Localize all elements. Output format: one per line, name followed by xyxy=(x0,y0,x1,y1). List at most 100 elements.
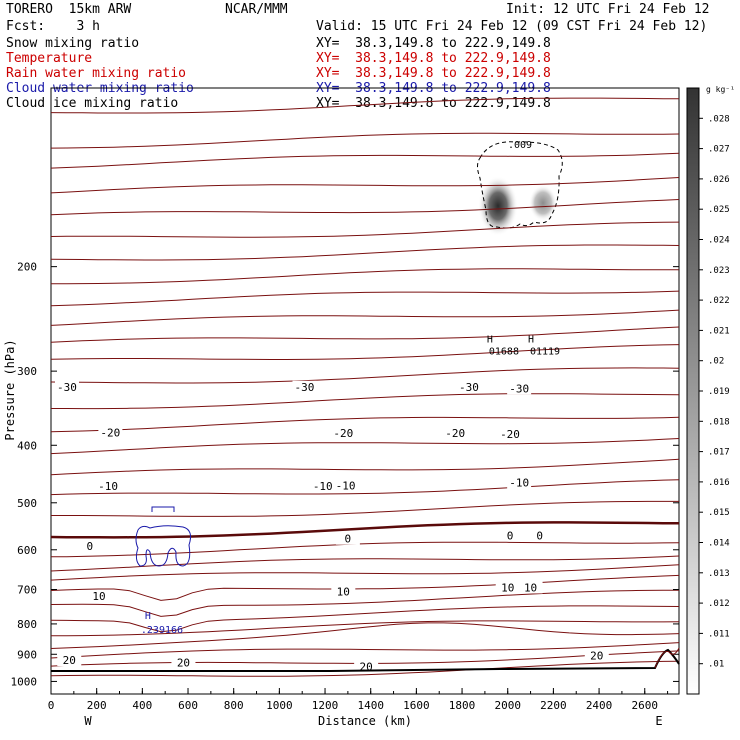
contour-label: 10 xyxy=(524,581,537,594)
cloud-water-contour xyxy=(135,506,191,567)
model-title: TORERO 15km ARW xyxy=(6,2,132,17)
contour-label: 20 xyxy=(63,654,76,667)
contour-label: -20 xyxy=(100,426,120,439)
x-tick-label: 0 xyxy=(48,699,55,712)
x-tick-label: 1400 xyxy=(357,699,384,712)
colorbar-tick-label: .025 xyxy=(708,205,730,215)
isotherm xyxy=(51,268,679,285)
colorbar-scale xyxy=(686,87,700,695)
contour-label-bg xyxy=(335,532,360,545)
isotherm xyxy=(50,605,680,633)
snow-max-value: 01119 xyxy=(530,346,560,357)
isotherm xyxy=(50,244,680,261)
contour-label-bg xyxy=(498,427,523,440)
x-tick-label: 1200 xyxy=(312,699,339,712)
x-tick-label: 2000 xyxy=(494,699,521,712)
contour-label: 20 xyxy=(590,649,603,662)
isotherm-zero xyxy=(50,521,680,539)
contour-label: 10 xyxy=(337,585,350,598)
valid-time: Valid: 15 UTC Fri 24 Feb 12 (09 CST Fri … xyxy=(316,19,708,34)
legend-cloud-water-label: Cloud water mixing ratio xyxy=(6,81,194,96)
contour-label: -20 xyxy=(500,428,520,441)
x-tick-label: 600 xyxy=(178,699,198,712)
contour-label-bg xyxy=(354,660,379,673)
isotherm xyxy=(50,541,680,558)
isotherm xyxy=(51,393,680,410)
legend-cloud-ice-xy: XY= 38.3,149.8 to 222.9,149.8 xyxy=(316,96,551,111)
x-tick-label: 1000 xyxy=(266,699,293,712)
contour-label-bg xyxy=(456,380,481,393)
y-tick-label: 200 xyxy=(17,261,37,274)
contour-label: -20 xyxy=(333,427,353,440)
terrain-profile xyxy=(51,647,680,672)
colorbar-tick-label: .016 xyxy=(708,478,730,488)
contour-label-bg xyxy=(86,590,111,603)
contour-label: 20 xyxy=(177,656,190,669)
snow-max-value: 01688 xyxy=(489,346,519,357)
isotherm xyxy=(50,309,680,326)
x-tick-label: 2600 xyxy=(631,699,658,712)
contour-label: -30 xyxy=(509,382,529,395)
temperature-contours xyxy=(50,97,680,677)
y-tick-label: 900 xyxy=(17,648,37,661)
contour-label-bg xyxy=(57,654,82,667)
y-tick-label: 1000 xyxy=(11,675,38,688)
isotherm xyxy=(50,221,680,238)
isotherm xyxy=(50,344,680,360)
isotherm xyxy=(50,622,680,649)
contour-label-bg xyxy=(96,479,121,492)
y-tick-label: 300 xyxy=(17,365,37,378)
isotherm xyxy=(50,438,680,455)
colorbar-tick-label: .011 xyxy=(708,629,730,639)
isotherm xyxy=(50,620,680,637)
isotherm xyxy=(51,500,679,517)
cloud-water-max-marker: H xyxy=(145,611,151,622)
contour-label-bg xyxy=(527,529,552,542)
colorbar-tick-label: .015 xyxy=(708,508,730,518)
colorbar-tick-label: .017 xyxy=(708,448,730,458)
contour-label-bg xyxy=(498,529,523,542)
contour-label-bg xyxy=(331,427,356,440)
x-tick-label: 800 xyxy=(224,699,244,712)
isotherm xyxy=(50,589,680,617)
contour-label-bg xyxy=(507,382,532,395)
contour-labels: -30 -30 -30 -30-20 -20 -20 -20-10 -10 -10 -1000 0 0… xyxy=(54,140,609,673)
isotherm xyxy=(50,152,680,169)
colorbar-tick-label: .024 xyxy=(708,236,730,246)
x-tick-label: 2400 xyxy=(586,699,613,712)
contour-label: -30 xyxy=(57,381,77,394)
colorbar-tick-label: .022 xyxy=(708,296,730,306)
isotherm xyxy=(50,660,680,677)
isotherm xyxy=(50,574,680,601)
legend-temperature-label: Temperature xyxy=(6,51,93,66)
contour-label-bg xyxy=(518,581,543,594)
contour-label-bg xyxy=(495,581,520,594)
cloud-water-max-value: .239166 xyxy=(141,625,183,636)
isotherm xyxy=(50,642,680,659)
x-axis-title: Distance (km) xyxy=(318,714,412,728)
legend-rain-label: Rain water mixing ratio xyxy=(6,66,187,81)
plot-frame xyxy=(50,87,680,695)
contour-label: 10 xyxy=(92,590,105,603)
init-time: Init: 12 UTC Fri 24 Feb 12 xyxy=(506,2,710,17)
legend-snow-label: Snow mixing ratio xyxy=(6,36,140,51)
colorbar-tick-label: .019 xyxy=(708,387,730,397)
contour-label-bg xyxy=(584,649,609,662)
colorbar: g kg⁻¹ .028 .027 .026 .025 .024 .023 .022 .021 .0… xyxy=(686,85,735,695)
isotherm xyxy=(50,177,680,194)
y-tick-label: 600 xyxy=(17,544,37,557)
contour-label-bg xyxy=(77,539,102,552)
contour-label-bg xyxy=(333,479,358,492)
snow-contour xyxy=(477,141,563,229)
colorbar-tick-label: .02 xyxy=(708,357,724,367)
y-tick-label: 700 xyxy=(17,584,37,597)
colorbar-tick-label: .023 xyxy=(708,266,730,276)
contour-label-bg xyxy=(443,427,468,440)
contour-label-bg xyxy=(98,426,123,439)
y-tick-label: 400 xyxy=(17,439,37,452)
legend-rain-xy: XY= 38.3,149.8 to 222.9,149.8 xyxy=(316,66,551,81)
contour-label: 0 xyxy=(507,530,514,543)
snow-max-marker: H xyxy=(528,334,534,345)
isotherm xyxy=(50,416,680,433)
y-tick-label: 500 xyxy=(17,497,37,510)
